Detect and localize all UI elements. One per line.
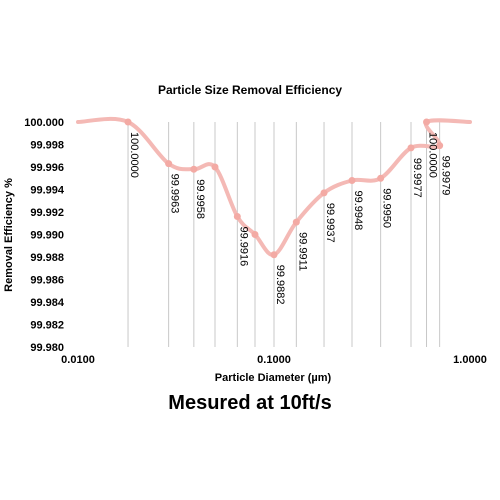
data-point-12: [436, 142, 444, 150]
data-point-4: [233, 213, 241, 220]
data-point-7: [292, 218, 300, 226]
data-point-6: [270, 251, 278, 259]
data-label-4: 99.9916: [237, 227, 249, 267]
data-label-layer: 100.0000 99.9963 99.9958 99.9916 99.9882 99.9…: [128, 132, 452, 305]
x-tick-label-2: 1.0000: [453, 354, 487, 366]
chart-title: Particle Size Removal Efficiency: [158, 83, 342, 97]
y-tick-label-6: 99.988: [30, 252, 64, 264]
y-tick-label-0: 100.000: [24, 117, 64, 129]
data-point-8: [320, 189, 328, 197]
data-label-extra: 100.0000: [427, 132, 439, 178]
y-tick-label-3: 99.994: [30, 185, 65, 197]
grid-lines: [127, 122, 441, 347]
data-point-1: [165, 160, 173, 168]
y-tick-label-1: 99.998: [30, 140, 64, 152]
y-tick-label-9: 99.982: [30, 320, 64, 332]
data-label-1: 99.9963: [169, 174, 181, 214]
data-point-9: [348, 177, 356, 184]
y-tick-label-8: 99.984: [30, 297, 65, 309]
data-label-6: 99.9882: [274, 265, 286, 305]
y-axis-ticks: 100.000 99.998 99.996 99.994 99.992 99.990 99.…: [24, 117, 65, 354]
data-point-extra: [423, 118, 431, 126]
data-point-layer: [124, 118, 444, 259]
x-tick-label-0: 0.0100: [61, 354, 95, 366]
data-point-5: [251, 231, 259, 238]
data-point-2: [190, 165, 198, 173]
data-label-9: 99.9948: [352, 191, 364, 231]
series-line-layer: [76, 116, 472, 257]
caption: Mesured at 10ft/s: [168, 392, 332, 414]
x-tick-label-1: 0.1000: [257, 354, 291, 366]
data-label-10: 99.9950: [381, 188, 393, 228]
y-tick-label-4: 99.992: [30, 207, 64, 219]
data-label-0: 100.0000: [128, 132, 140, 178]
x-axis-ticks: 0.0100 0.1000 1.0000: [61, 354, 487, 366]
y-tick-label-2: 99.996: [30, 162, 64, 174]
data-label-8: 99.9937: [324, 203, 336, 243]
data-label-11: 99.9977: [411, 158, 423, 198]
x-axis-title: Particle Diameter (µm): [215, 372, 332, 384]
series-line: [76, 116, 472, 257]
y-tick-label-10: 99.980: [30, 342, 64, 354]
data-point-11: [407, 144, 415, 152]
data-label-12: 99.9979: [440, 156, 452, 196]
data-point-3: [211, 163, 219, 171]
y-tick-label-5: 99.990: [30, 230, 64, 242]
data-label-7: 99.9911: [296, 232, 308, 271]
y-axis-title: Removal Efficiency %: [3, 178, 15, 292]
data-point-10: [377, 174, 385, 182]
data-label-2: 99.9958: [194, 179, 206, 219]
y-tick-label-7: 99.986: [30, 275, 64, 287]
data-point-0: [124, 118, 132, 126]
